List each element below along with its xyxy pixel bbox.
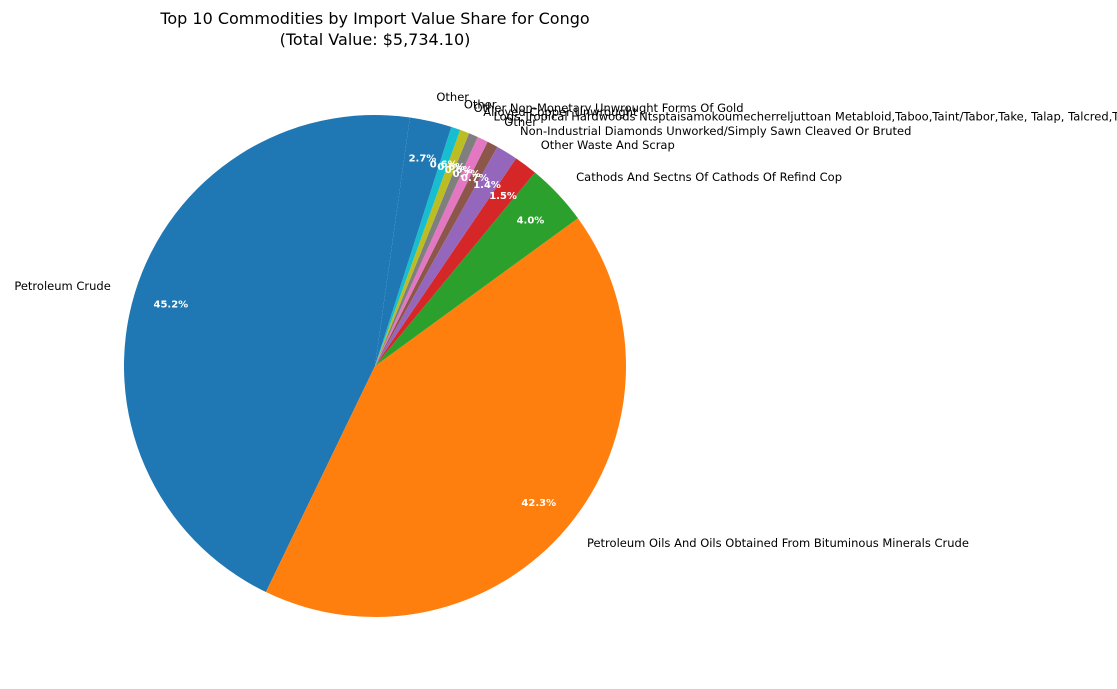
slice-labels: Petroleum Crude Petroleum Oils And Oils O…: [14, 90, 1117, 550]
slice-percent-label: 0.6%: [430, 159, 458, 170]
slice-percent-label: 0.7%: [461, 173, 489, 184]
slice-category-label: Other Non-Monetary Unwrought Forms Of Go…: [474, 101, 744, 115]
pie-slice: [375, 136, 488, 366]
slice-percent-label: 1.5%: [489, 191, 517, 202]
slice-category-label: Other: [464, 98, 497, 112]
slice-percent-label: 42.3%: [521, 498, 556, 509]
pie-slice: [375, 117, 452, 366]
pie-slice: [265, 218, 626, 617]
chart-title: Top 10 Commodities by Import Value Share…: [159, 9, 589, 28]
slice-percent-label: 45.2%: [153, 300, 188, 311]
slice-category-label: Other: [436, 90, 469, 104]
pie-slice: [375, 158, 535, 366]
pie-slice: [375, 133, 478, 366]
pie-slice: [375, 141, 498, 366]
percent-labels: 45.2% 42.3% 4.0% 1.5%1.4%0.7%0.7%0.6%0.6%0.…: [153, 153, 556, 509]
slice-percent-label: 0.6%: [445, 165, 473, 176]
slice-percent-label: 0.7%: [453, 169, 481, 180]
pie-slice: [375, 129, 470, 366]
slice-percent-label: 2.7%: [409, 153, 437, 164]
slice-percent-label: 0.6%: [437, 162, 465, 173]
pie-slices: [124, 115, 626, 617]
slice-category-label: Petroleum Oils And Oils Obtained From Bi…: [587, 536, 969, 550]
slice-category-label: Non-Industrial Diamonds Unworked/Simply …: [520, 124, 911, 138]
chart-subtitle: (Total Value: $5,734.10): [280, 30, 471, 49]
pie-slice: [124, 115, 410, 593]
pie-slice: [375, 172, 578, 366]
slice-category-label: Other Waste And Scrap: [541, 138, 675, 152]
pie-slice: [375, 146, 517, 366]
slice-percent-label: 4.0%: [517, 215, 545, 226]
slice-category-label: Other: [504, 115, 537, 129]
slice-percent-label: 1.4%: [473, 180, 501, 191]
slice-category-label: Alloyed Copper Unwrought: [483, 105, 638, 119]
slice-category-label: Cathods And Sectns Of Cathods Of Refind …: [576, 170, 842, 184]
slice-category-label: Logs,Tropical Hardwoods Ntsptaisamokoume…: [493, 110, 1117, 124]
slice-category-label: Petroleum Crude: [14, 279, 110, 293]
pie-slice: [375, 126, 461, 366]
